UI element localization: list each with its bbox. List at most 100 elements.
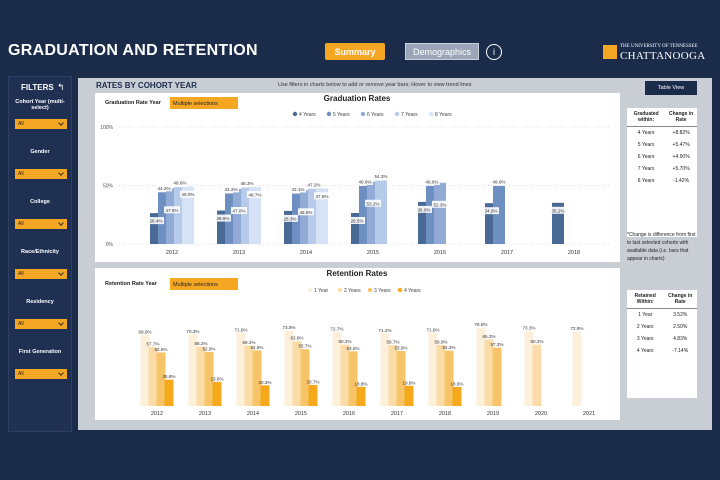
x-tick-label: 2014 [300, 250, 312, 256]
filter-dropdown[interactable]: All [15, 119, 67, 129]
data-label-box [156, 184, 172, 192]
cell: +8.82% [672, 130, 690, 136]
filter-dropdown [170, 278, 238, 290]
data-label: 73.3% [522, 326, 535, 331]
tab-summary[interactable]: Summary [325, 43, 385, 60]
legend-marker [307, 287, 313, 293]
sidebar: FILTERS ↰ Cohort Year (multi-select) All G… [8, 76, 72, 432]
filter-dropdown[interactable]: All [15, 169, 67, 179]
row: 8 Years -1.42% [627, 175, 697, 187]
cell: 2.50% [673, 324, 688, 330]
cell: 8 Years [637, 178, 655, 184]
bar [182, 186, 194, 244]
legend-label: 3 Years [374, 288, 391, 294]
x-tick-label: 2014 [247, 411, 259, 417]
data-label: 18.8% [354, 381, 367, 386]
cell: 4 Years [636, 348, 654, 354]
filter-value: Multiple selections [173, 101, 218, 107]
data-label: 65.2% [482, 334, 495, 339]
data-label-box [373, 172, 389, 180]
filter-dropdown[interactable]: All [15, 219, 67, 229]
legend-marker [397, 287, 403, 293]
data-label-box [357, 177, 373, 185]
data-label: 73.8% [282, 325, 295, 330]
graduation-table: Graduated within: Change in Rate 4 Years +8… [627, 108, 697, 237]
data-label: 49.6% [492, 179, 505, 184]
data-label: 43.2% [224, 187, 237, 192]
data-label: 43.1% [291, 187, 304, 192]
bar [148, 347, 158, 406]
bar [388, 345, 398, 406]
section-hint: Use filters in charts below to add or re… [278, 82, 472, 88]
x-tick-label: 2020 [535, 411, 547, 417]
row: 5 Years +5.47% [627, 139, 697, 151]
legend-label: 2 Years [344, 288, 361, 294]
bar [452, 387, 462, 406]
table-view-button[interactable]: Table View [645, 81, 697, 95]
bar [300, 349, 310, 406]
data-label: 23.6% [210, 376, 223, 381]
data-label: 54.6% [250, 345, 263, 350]
data-label: 47.6% [315, 194, 328, 199]
x-tick-label: 2021 [583, 411, 595, 417]
data-label-box [172, 179, 188, 187]
back-icon[interactable]: ↰ [57, 82, 65, 92]
x-tick-label: 2013 [199, 411, 211, 417]
filter-dropdown[interactable]: All [15, 269, 67, 279]
y-tick-label: 100% [100, 125, 113, 131]
data-label: 52.9% [202, 347, 215, 352]
x-tick-label: 2017 [501, 250, 513, 256]
data-label: 49.0% [181, 192, 194, 197]
cell: +4.90% [672, 154, 690, 160]
retention-chart: Retention Rates Retention Rate Year Multip… [95, 268, 620, 420]
data-label: 60.2% [338, 339, 351, 344]
bar [493, 185, 505, 244]
filter-dropdown[interactable]: All [15, 369, 67, 379]
bar [249, 187, 261, 244]
data-label-box [239, 179, 255, 187]
filter-label: Graduation Rate Year [105, 100, 162, 106]
header-cell: Graduated within: [627, 108, 666, 127]
data-label: 57.3% [490, 342, 503, 347]
info-button[interactable]: i [486, 44, 502, 60]
bar [428, 332, 438, 406]
legend-label: 1 Year [314, 288, 329, 294]
bar [524, 331, 534, 406]
data-label: 34.9% [484, 209, 497, 214]
x-tick-label: 2012 [166, 250, 178, 256]
bar [404, 385, 414, 406]
data-label-box [550, 206, 566, 214]
filter-label: College [30, 199, 50, 205]
filter-value: Multiple selections [173, 282, 218, 288]
data-label: 59.2% [242, 340, 255, 345]
page-title: GRADUATION AND RETENTION [8, 42, 258, 59]
x-tick-label: 2017 [391, 411, 403, 417]
data-label-box [416, 205, 432, 213]
data-label-box [365, 199, 381, 207]
legend-marker [337, 287, 343, 293]
x-tick-label: 2019 [487, 411, 499, 417]
tab-demographics[interactable]: Demographics [405, 43, 479, 60]
bar [532, 344, 542, 406]
bar [572, 331, 582, 406]
x-tick-label: 2015 [295, 411, 307, 417]
x-tick-label: 2016 [343, 411, 355, 417]
header-row: Graduated within: Change in Rate [627, 108, 697, 127]
data-label-box [247, 191, 263, 199]
data-label-box [306, 180, 322, 188]
filter-dropdown[interactable]: All [15, 319, 67, 329]
row: 1 Year 3.52% [627, 309, 697, 322]
data-label: 52.3% [433, 202, 446, 207]
cell: 7 Years [637, 166, 655, 172]
table-note: *Change is difference from first to last… [627, 232, 696, 262]
data-label: 35.2% [551, 208, 564, 213]
data-label: 53.2% [366, 201, 379, 206]
bar [156, 352, 166, 406]
data-label: 18.6% [450, 382, 463, 387]
cell: -1.42% [673, 178, 690, 184]
bar [164, 379, 174, 406]
legend-label: 6 Years [367, 112, 384, 118]
cell: 4.83% [673, 336, 688, 342]
row: 4 Years -7.14% [627, 345, 697, 357]
